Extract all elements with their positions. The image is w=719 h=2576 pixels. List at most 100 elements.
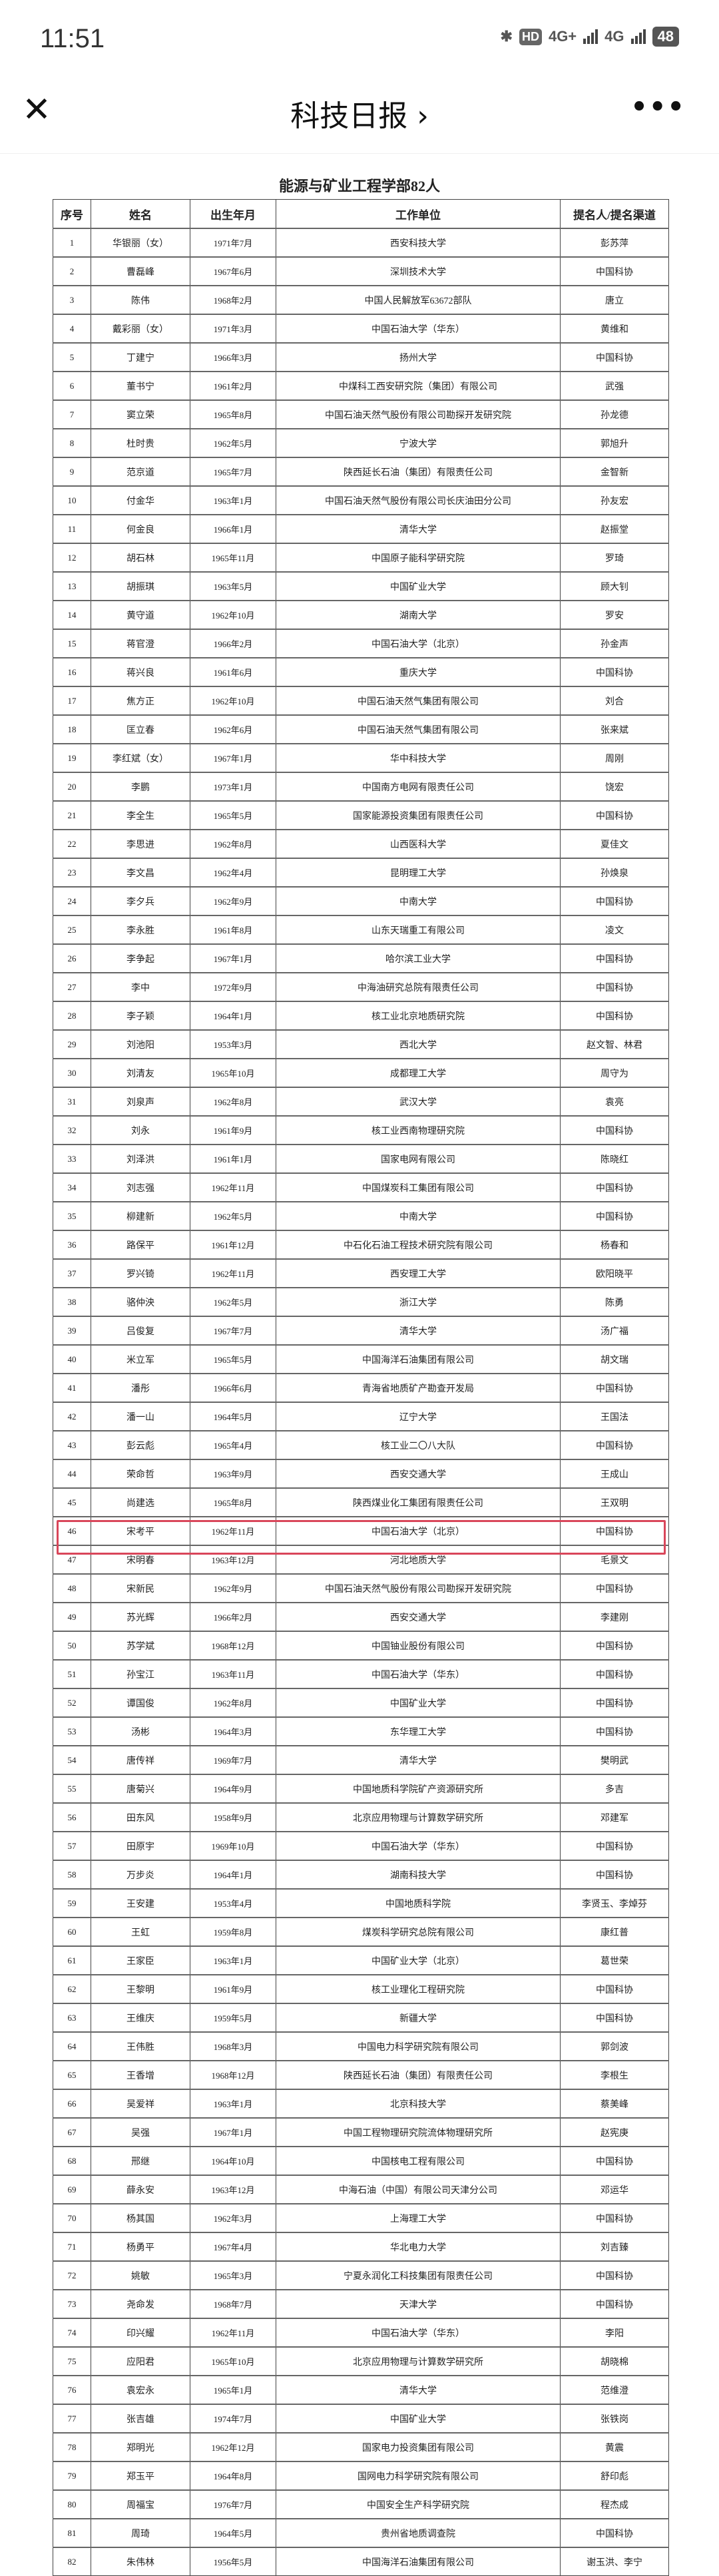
cell-index: 78 [53,2432,91,2462]
table-row: 52 谭国俊 1962年8月 中国矿业大学 中国科协 [53,1688,669,1718]
table-row: 71 杨勇平 1967年4月 华北电力大学 刘吉臻 [53,2232,669,2262]
cell-nominator: 欧阳晓平 [560,1258,669,1288]
cell-name: 曹磊峰 [91,256,190,286]
cell-name: 潘彤 [91,1373,190,1403]
cell-index: 39 [53,1316,91,1346]
cell-workplace: 国网电力科学研究院有限公司 [276,2461,561,2491]
cell-index: 81 [53,2518,91,2548]
cell-index: 38 [53,1287,91,1317]
table-row: 62 王黎明 1961年9月 核工业理化工程研究院 中国科协 [53,1974,669,2004]
cell-birth: 1973年1月 [190,772,276,802]
table-row: 35 柳建新 1962年5月 中南大学 中国科协 [53,1201,669,1231]
cell-workplace: 辽宁大学 [276,1402,561,1431]
cell-birth: 1964年10月 [190,2146,276,2176]
table-row: 48 宋新民 1962年9月 中国石油天然气股份有限公司勘探开发研究院 中国科协 [53,1573,669,1603]
cell-index: 20 [53,772,91,802]
cell-index: 6 [53,371,91,401]
table-row: 29 刘池阳 1953年3月 西北大学 赵文智、林君 [53,1029,669,1059]
cell-name: 柳建新 [91,1201,190,1231]
cell-name: 袁宏永 [91,2375,190,2405]
account-title-link[interactable]: 科技日报 › [290,99,429,133]
cell-birth: 1972年9月 [190,972,276,1002]
cell-nominator: 蔡美峰 [560,2089,669,2119]
cell-nominator: 中国科协 [560,972,669,1002]
cell-birth: 1966年2月 [190,629,276,658]
cell-name: 胡振琪 [91,571,190,601]
cell-nominator: 彭苏萍 [560,228,669,258]
cell-workplace: 西安理工大学 [276,1258,561,1288]
cell-name: 黄守道 [91,600,190,630]
cell-nominator: 程杰成 [560,2489,669,2519]
cell-index: 80 [53,2489,91,2519]
cell-index: 31 [53,1087,91,1117]
table-row: 54 唐传祥 1969年7月 清华大学 樊明武 [53,1745,669,1775]
more-icon[interactable]: ••• [630,92,686,123]
table-row: 24 李夕兵 1962年9月 中南大学 中国科协 [53,886,669,916]
cell-birth: 1961年6月 [190,657,276,687]
cell-birth: 1961年8月 [190,915,276,945]
table-row: 80 周福宝 1976年7月 中国安全生产科学研究院 程杰成 [53,2489,669,2519]
table-row: 57 田原宇 1969年10月 中国石油大学（华东） 中国科协 [53,1831,669,1861]
cell-birth: 1963年12月 [190,1545,276,1575]
cell-index: 2 [53,256,91,286]
cell-workplace: 陕西延长石油（集团）有限责任公司 [276,2060,561,2090]
cell-birth: 1963年5月 [190,571,276,601]
header-index: 序号 [53,199,91,229]
cell-index: 33 [53,1144,91,1174]
cell-name: 李中 [91,972,190,1002]
cell-birth: 1968年12月 [190,1631,276,1661]
cell-name: 王黎明 [91,1974,190,2004]
table-row: 4 戴彩丽（女） 1971年3月 中国石油大学（华东） 黄维和 [53,314,669,344]
cell-nominator: 孙焕泉 [560,858,669,888]
cell-birth: 1962年11月 [190,1172,276,1202]
cell-birth: 1962年8月 [190,829,276,859]
cell-name: 印兴耀 [91,2318,190,2348]
cell-workplace: 中国地质科学院 [276,1888,561,1918]
cell-name: 张吉雄 [91,2404,190,2434]
cell-name: 杨其国 [91,2203,190,2233]
cell-nominator: 孙金声 [560,629,669,658]
cell-birth: 1962年6月 [190,714,276,744]
cell-name: 米立军 [91,1344,190,1374]
cell-nominator: 赵振堂 [560,514,669,544]
cell-birth: 1965年8月 [190,399,276,429]
cell-nominator: 凌文 [560,915,669,945]
cell-index: 49 [53,1602,91,1632]
table-row: 2 曹磊峰 1967年6月 深圳技术大学 中国科协 [53,256,669,286]
cell-nominator: 中国科协 [560,1659,669,1689]
cell-nominator: 王成山 [560,1459,669,1489]
table-row: 30 刘清友 1965年10月 成都理工大学 周守为 [53,1058,669,1088]
table-row: 65 王香增 1968年12月 陕西延长石油（集团）有限责任公司 李根生 [53,2060,669,2090]
cell-workplace: 中国石油大学（华东） [276,2318,561,2348]
cell-index: 52 [53,1688,91,1718]
table-row: 26 李争起 1967年1月 哈尔滨工业大学 中国科协 [53,943,669,973]
cell-workplace: 武汉大学 [276,1087,561,1117]
table-row: 21 李全生 1965年5月 国家能源投资集团有限责任公司 中国科协 [53,800,669,830]
clock: 11:51 [40,24,105,53]
cell-workplace: 西北大学 [276,1029,561,1059]
cell-nominator: 张来斌 [560,714,669,744]
cell-index: 46 [53,1516,91,1546]
cell-nominator: 中国科协 [560,1516,669,1546]
cell-index: 53 [53,1716,91,1746]
cell-workplace: 西安交通大学 [276,1602,561,1632]
cell-name: 刘清友 [91,1058,190,1088]
cell-index: 27 [53,972,91,1002]
cell-workplace: 浙江大学 [276,1287,561,1317]
cell-index: 64 [53,2031,91,2061]
cell-workplace: 新疆大学 [276,2003,561,2033]
cell-workplace: 中国矿业大学 [276,2404,561,2434]
table-row: 51 孙宝江 1963年11月 中国石油大学（华东） 中国科协 [53,1659,669,1689]
cell-workplace: 宁夏永润化工科技集团有限责任公司 [276,2260,561,2290]
table-row: 47 宋明春 1963年12月 河北地质大学 毛景文 [53,1545,669,1575]
cell-workplace: 陕西延长石油（集团）有限责任公司 [276,457,561,487]
cell-nominator: 中国科协 [560,2260,669,2290]
cell-workplace: 中国煤炭科工集团有限公司 [276,1172,561,1202]
close-icon[interactable]: ✕ [22,90,51,130]
cell-index: 30 [53,1058,91,1088]
table-row: 78 郑明光 1962年12月 国家电力投资集团有限公司 黄震 [53,2432,669,2462]
table-row: 50 苏学斌 1968年12月 中国铀业股份有限公司 中国科协 [53,1631,669,1661]
cell-index: 55 [53,1774,91,1804]
cell-workplace: 中国核电工程有限公司 [276,2146,561,2176]
cell-nominator: 赵文智、林君 [560,1029,669,1059]
